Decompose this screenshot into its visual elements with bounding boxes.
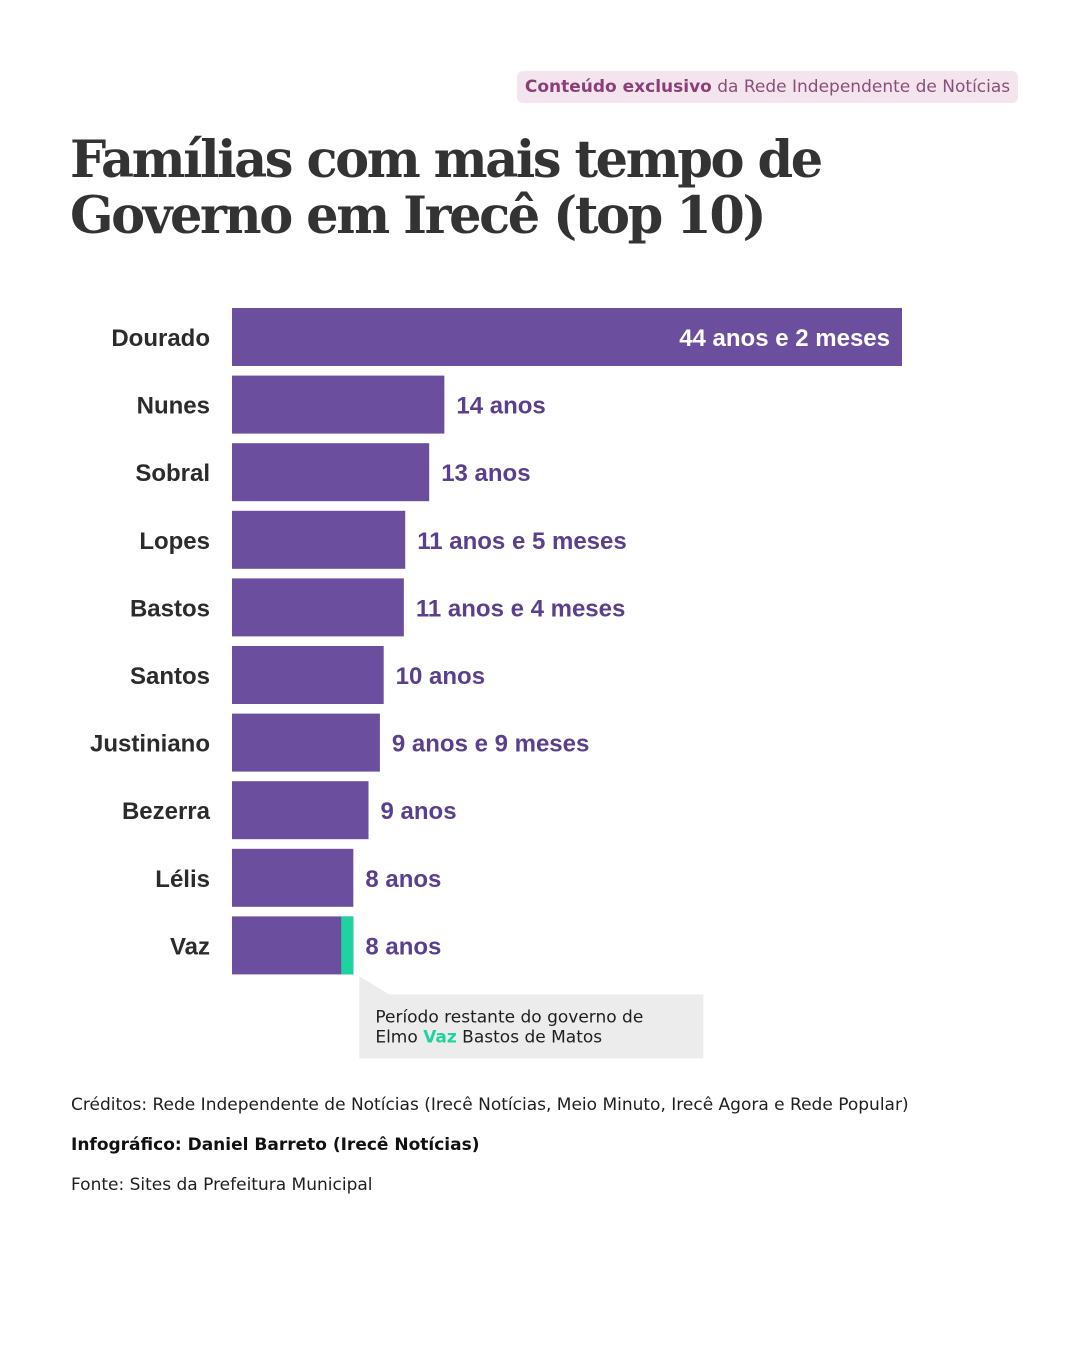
category-label-0: Dourado bbox=[111, 325, 210, 352]
bar-1 bbox=[232, 375, 445, 434]
bar-6 bbox=[232, 713, 380, 772]
category-label-5: Santos bbox=[130, 663, 210, 690]
value-label-7: 9 anos bbox=[381, 798, 457, 825]
bar-3 bbox=[232, 510, 406, 569]
value-label-1: 14 anos bbox=[456, 393, 545, 420]
chart-title: Famílias com mais tempo de Governo em Ir… bbox=[70, 130, 823, 246]
callout-pointer bbox=[359, 976, 390, 995]
callout-box bbox=[359, 994, 704, 1059]
exclusive-content-badge: Conteúdo exclusivo da Rede Independente … bbox=[517, 71, 1018, 103]
callout-text-line1: Período restante do governo de bbox=[375, 1007, 643, 1027]
bar-7 bbox=[232, 781, 369, 840]
category-label-3: Lopes bbox=[139, 528, 210, 555]
value-label-4: 11 anos e 4 meses bbox=[416, 595, 625, 622]
category-label-9: Vaz bbox=[170, 933, 210, 960]
bar-2 bbox=[232, 443, 430, 502]
bar-4 bbox=[232, 578, 404, 637]
bar-9 bbox=[232, 916, 354, 975]
bar-8 bbox=[232, 848, 354, 907]
category-label-6: Justiniano bbox=[90, 731, 210, 758]
value-label-8: 8 anos bbox=[365, 866, 441, 893]
source-text: Fonte: Sites da Prefeitura Municipal bbox=[71, 1175, 373, 1195]
category-label-4: Bastos bbox=[130, 595, 210, 622]
category-label-8: Lélis bbox=[155, 866, 210, 893]
bar-chart: Dourado 44 anos e 2 meses Nunes 14 anos Sobr… bbox=[90, 308, 902, 1059]
badge-text: da Rede Independente de Notícias bbox=[717, 77, 1011, 97]
category-label-2: Sobral bbox=[135, 460, 210, 487]
bar-0 bbox=[232, 308, 902, 366]
value-label-9: 8 anos bbox=[365, 933, 441, 960]
value-label-2: 13 anos bbox=[441, 460, 530, 487]
credits-text: Créditos: Rede Independente de Notícias … bbox=[71, 1095, 909, 1115]
category-label-1: Nunes bbox=[137, 393, 210, 420]
value-label-3: 11 anos e 5 meses bbox=[417, 528, 626, 555]
bar-5 bbox=[232, 646, 384, 704]
value-label-6: 9 anos e 9 meses bbox=[392, 731, 589, 758]
category-label-7: Bezerra bbox=[122, 798, 211, 825]
value-label-5: 10 anos bbox=[396, 663, 485, 690]
value-label-0: 44 anos e 2 meses bbox=[679, 325, 890, 352]
highlight-segment bbox=[341, 916, 354, 975]
callout-highlight-name: Vaz bbox=[423, 1027, 457, 1047]
callout-text-line2: Elmo Vaz Bastos de Matos bbox=[375, 1027, 602, 1047]
infographic-author: Infográfico: Daniel Barreto (Irecê Notíc… bbox=[71, 1135, 480, 1155]
badge-bold-text: Conteúdo exclusivo bbox=[524, 77, 712, 97]
